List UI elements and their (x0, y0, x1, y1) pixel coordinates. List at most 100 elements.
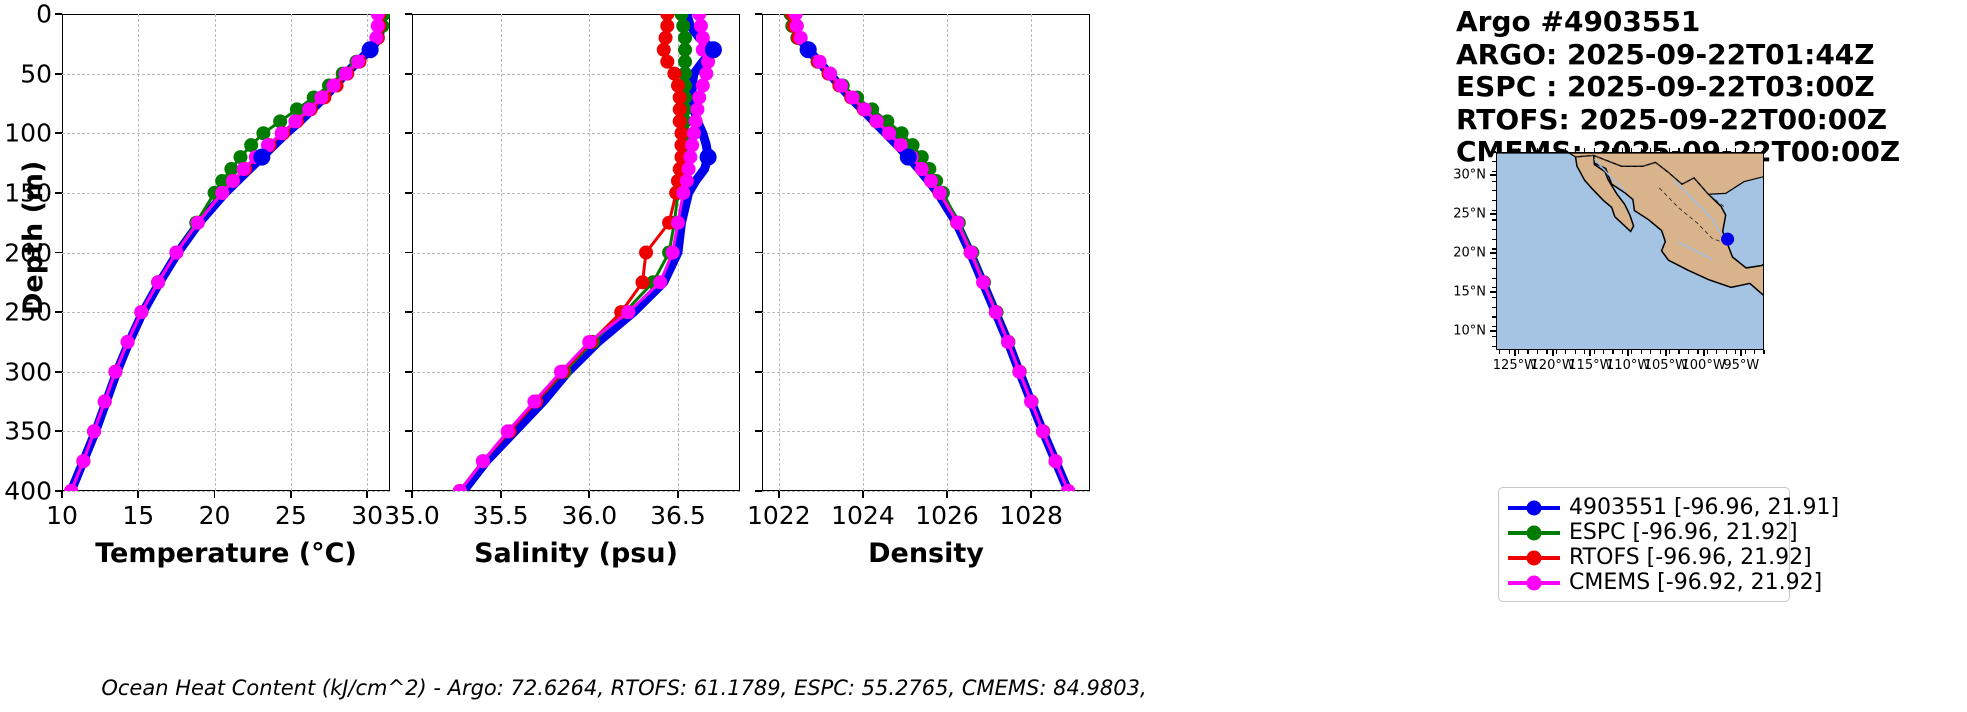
data-point (190, 215, 205, 230)
gridline-horizontal (762, 133, 1090, 135)
legend-item-cmems[interactable]: CMEMS [-96.92, 21.92] (1508, 570, 1822, 595)
data-point (678, 66, 693, 81)
gridline-horizontal (762, 73, 1090, 75)
data-point (452, 484, 467, 491)
map-minor-tick (1640, 350, 1642, 354)
map-minor-tick (1492, 248, 1496, 250)
data-point (924, 173, 939, 188)
gridline-horizontal (762, 431, 1090, 433)
map-minor-tick (1725, 148, 1727, 152)
map-minor-tick (1763, 148, 1765, 152)
gridline-horizontal (62, 252, 390, 254)
gridline-horizontal (762, 371, 1090, 373)
map-minor-tick (1650, 148, 1652, 152)
river-line (1593, 158, 1626, 193)
data-point (679, 173, 694, 188)
x-tick-label: 1028 (999, 501, 1063, 530)
gridline-horizontal (62, 491, 390, 492)
map-minor-tick (1716, 350, 1718, 354)
gridline-vertical (214, 14, 216, 491)
map-minor-tick (1565, 350, 1567, 354)
data-point (553, 364, 568, 379)
data-point (683, 150, 698, 165)
header-line-1: ARGO: 2025-09-22T01:44Z (1456, 37, 1875, 71)
map-y-tick (1490, 251, 1496, 254)
data-point (695, 30, 710, 45)
data-point (120, 334, 135, 349)
data-point (582, 334, 597, 349)
map-minor-tick (1499, 350, 1501, 354)
data-point (215, 185, 230, 200)
data-point (914, 150, 929, 165)
map-minor-tick (1697, 148, 1699, 152)
map-minor-tick (1492, 326, 1496, 328)
legend-item-rtofs[interactable]: RTOFS [-96.96, 21.92] (1508, 545, 1812, 570)
data-point (260, 138, 275, 153)
gridline-horizontal (762, 192, 1090, 194)
map-x-tick (1702, 350, 1705, 356)
map-minor-tick (1508, 148, 1510, 152)
map-y-tick (1490, 290, 1496, 293)
map-minor-tick (1735, 350, 1737, 354)
map-y-tick (1490, 174, 1496, 177)
legend-item-argo[interactable]: 4903551 [-96.96, 21.91] (1508, 495, 1839, 520)
data-point (963, 245, 978, 260)
data-point (369, 30, 384, 45)
data-point (1061, 484, 1076, 491)
y-tick-mark (755, 251, 762, 254)
y-tick-mark (405, 370, 412, 373)
data-point (704, 41, 722, 59)
map-minor-tick (1546, 148, 1548, 152)
map-minor-tick (1584, 350, 1586, 354)
data-point (302, 102, 317, 117)
map-minor-tick (1492, 267, 1496, 270)
map-minor-tick (1744, 148, 1746, 152)
header-line-3: RTOFS: 2025-09-22T00:00Z (1456, 102, 1888, 136)
y-tick-label: 200 (4, 238, 52, 267)
header-line-0: Argo #4903551 (1456, 5, 1701, 38)
map-minor-tick (1744, 350, 1746, 354)
y-tick-mark (55, 430, 62, 433)
landmass-baja (1574, 154, 1635, 233)
legend-marker-cmems (1508, 573, 1560, 593)
gridline-horizontal (762, 491, 1090, 492)
x-tick-label: 20 (198, 501, 231, 530)
data-point (134, 305, 149, 320)
legend-marker-argo (1508, 498, 1560, 518)
y-tick-mark (405, 311, 412, 314)
gridline-vertical (367, 14, 369, 491)
data-point (289, 102, 304, 117)
map-x-tick (1589, 350, 1592, 356)
legend-label-argo: 4903551 [-96.96, 21.91] (1569, 495, 1840, 520)
map-minor-tick (1492, 277, 1496, 279)
data-point (1024, 394, 1039, 409)
data-point (893, 138, 908, 153)
data-point (932, 185, 947, 200)
map-minor-tick (1492, 335, 1496, 337)
map-x-tick (1551, 350, 1554, 356)
x-tick-mark (588, 491, 591, 498)
x-tick-mark (289, 491, 292, 498)
map-minor-tick (1565, 148, 1567, 152)
x-tick-label: 36.0 (561, 501, 618, 530)
gridline-horizontal (62, 73, 390, 75)
y-tick-mark (755, 13, 762, 15)
map-minor-tick (1716, 148, 1718, 152)
map-minor-tick (1555, 148, 1557, 152)
y-tick-label: 300 (4, 357, 52, 387)
map-minor-tick (1584, 148, 1586, 152)
series-line-espc (789, 14, 1070, 491)
data-point (1012, 364, 1027, 379)
map-minor-tick (1725, 350, 1727, 354)
data-point (667, 66, 682, 81)
map-minor-tick (1593, 148, 1595, 152)
map-minor-tick (1508, 350, 1510, 354)
map-y-tick-label: 20°N (1453, 245, 1486, 261)
landmass-us (1497, 153, 1763, 195)
legend-item-espc[interactable]: ESPC [-96.96, 21.92] (1508, 520, 1798, 545)
data-point (660, 18, 675, 33)
map-minor-tick (1492, 258, 1496, 260)
map-minor-tick (1678, 148, 1680, 152)
